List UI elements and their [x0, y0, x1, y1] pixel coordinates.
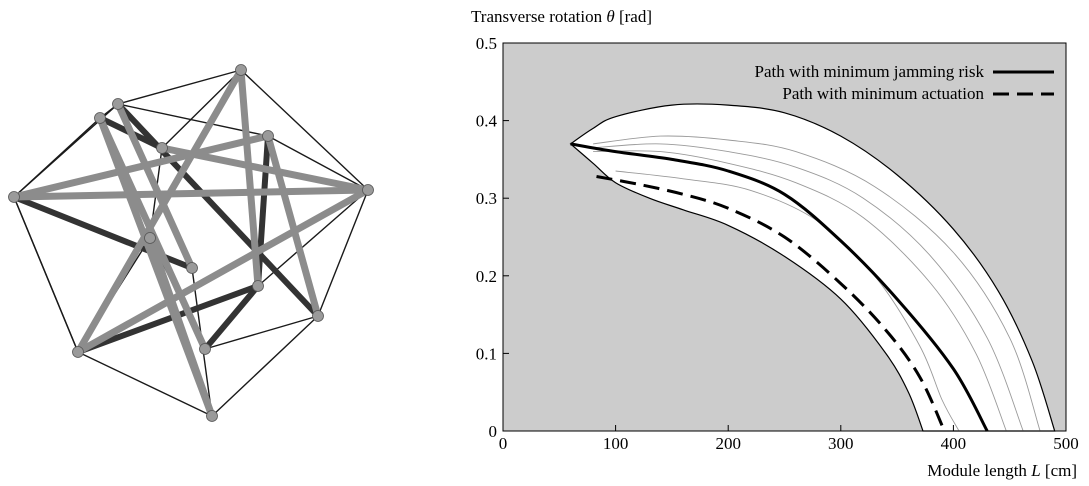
node	[206, 410, 218, 422]
cable	[161, 69, 242, 149]
cable	[117, 69, 242, 105]
x-tick-label: 200	[715, 434, 741, 453]
y-tick-label: 0.5	[476, 34, 497, 53]
series-min-actuation	[596, 175, 946, 432]
node	[186, 262, 198, 274]
strut	[115, 101, 321, 319]
node	[72, 346, 84, 358]
y-axis-label: Transverse rotation θ [rad]	[471, 7, 652, 26]
strut	[75, 283, 261, 355]
y-tick-label: 0.4	[476, 112, 498, 131]
cable	[267, 135, 369, 191]
cable	[317, 189, 369, 317]
strut	[237, 66, 262, 290]
series-lines	[570, 142, 989, 432]
cable	[13, 196, 79, 353]
plot-frame	[502, 42, 1067, 432]
strut	[202, 283, 261, 352]
chart: 0 100 200 300 400 500 0 0.1 0.2 0.3 0.4 0.5 Path wi…	[471, 7, 1079, 480]
axis-ticks: 0 100 200 300 400 500 0 0.1 0.2 0.3 0.4 0.5	[476, 34, 1079, 453]
legend-label-1: Path with minimum jamming risk	[755, 62, 985, 81]
strut	[74, 186, 372, 356]
strut	[158, 144, 372, 194]
node	[94, 112, 106, 124]
cable	[77, 351, 213, 417]
x-tick-label: 400	[941, 434, 967, 453]
strut	[10, 132, 272, 201]
y-tick-label: 0.1	[476, 344, 497, 363]
family-curve-3	[593, 135, 1041, 432]
cable	[211, 315, 319, 417]
node	[144, 232, 156, 244]
node	[156, 142, 168, 154]
x-tick-label: 100	[603, 434, 629, 453]
node	[312, 310, 324, 322]
family-curve-1	[593, 150, 1007, 432]
strut	[10, 186, 372, 201]
node	[362, 184, 374, 196]
strut	[255, 133, 271, 289]
family-curve-2	[593, 143, 1024, 432]
y-tick-label: 0.2	[476, 267, 497, 286]
family-curves	[593, 135, 1041, 432]
legend: Path with minimum jamming risk Path with …	[755, 62, 1054, 103]
series-min-jamming-risk	[570, 142, 989, 432]
cable	[13, 117, 101, 198]
strut	[114, 100, 196, 272]
strut	[146, 234, 216, 420]
node	[262, 130, 274, 142]
x-axis-label: Module length L [cm]	[927, 461, 1077, 480]
strut	[74, 66, 245, 356]
x-tick-label: 300	[828, 434, 854, 453]
node	[8, 191, 20, 203]
feasible-region	[569, 103, 1056, 432]
y-tick-label: 0.3	[476, 189, 497, 208]
y-tick-label: 0	[489, 422, 498, 441]
strut	[264, 132, 322, 320]
legend-label-2: Path with minimum actuation	[782, 84, 984, 103]
x-tick-label: 0	[499, 434, 508, 453]
cable	[204, 315, 319, 350]
node	[252, 280, 264, 292]
x-tick-label: 500	[1053, 434, 1079, 453]
node	[112, 98, 124, 110]
node	[199, 343, 211, 355]
tensegrity-illustration	[8, 64, 374, 422]
node	[235, 64, 247, 76]
cable	[240, 69, 369, 191]
